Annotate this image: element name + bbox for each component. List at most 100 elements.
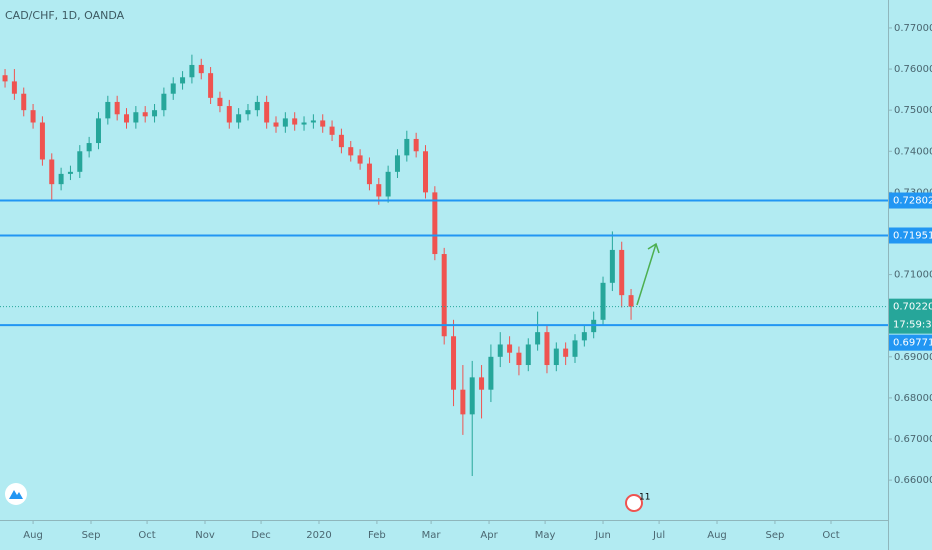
- candle-body: [348, 147, 354, 156]
- candle-body: [95, 118, 101, 144]
- candle-body: [124, 114, 130, 123]
- candle-body: [619, 249, 625, 296]
- candle-body: [161, 93, 167, 111]
- last-price-bg: [889, 298, 932, 334]
- candle-body: [338, 134, 344, 148]
- y-tick-label: 0.66000: [894, 475, 932, 486]
- candle-body: [488, 356, 494, 390]
- x-tick-label: Aug: [707, 530, 727, 541]
- x-tick-label: Jul: [652, 530, 665, 541]
- candle-body: [245, 110, 251, 115]
- candle-body: [357, 155, 363, 164]
- candle-body: [441, 254, 447, 337]
- level-label: 0.71951: [893, 231, 932, 242]
- candle-body: [217, 97, 223, 107]
- candle-body: [2, 75, 8, 82]
- x-tick-label: Sep: [766, 530, 785, 541]
- y-tick-label: 0.71000: [894, 270, 932, 281]
- candle-body: [572, 340, 578, 357]
- candle-body: [628, 295, 634, 307]
- candle-body: [451, 336, 457, 390]
- candle-body: [105, 101, 111, 119]
- logo-button[interactable]: [5, 483, 27, 505]
- candle-body: [404, 138, 410, 156]
- candle-body: [133, 112, 139, 123]
- x-tick-label: Sep: [82, 530, 101, 541]
- candle-body: [142, 112, 148, 117]
- level-label-bg: [889, 334, 932, 351]
- x-tick-label: Dec: [251, 530, 270, 541]
- candle-body: [460, 389, 466, 415]
- candle-body: [30, 110, 36, 123]
- candle-body: [432, 192, 438, 255]
- event-icon[interactable]: 11: [625, 493, 650, 512]
- y-tick-label: 0.69000: [894, 352, 932, 363]
- y-tick-label: 0.77000: [894, 23, 932, 34]
- candle-body: [376, 184, 382, 197]
- candle-body: [264, 101, 270, 123]
- x-tick-label: Apr: [480, 530, 498, 541]
- candle-body: [170, 83, 176, 94]
- candle-body: [180, 77, 186, 84]
- candle-body: [49, 159, 55, 185]
- candle-body: [67, 171, 73, 174]
- candle-body: [58, 173, 64, 185]
- candle-body: [507, 344, 513, 353]
- x-tick-label: Aug: [23, 530, 43, 541]
- x-tick-label: Oct: [822, 530, 839, 541]
- event-badge: 11: [639, 493, 650, 503]
- candle-body: [21, 93, 27, 111]
- y-tick-label: 0.74000: [894, 146, 932, 157]
- candle-body: [423, 151, 428, 193]
- y-tick-label: 0.67000: [894, 434, 932, 445]
- x-tick-label: May: [535, 530, 556, 541]
- level-label-bg: [889, 192, 932, 209]
- candle-body: [479, 377, 485, 390]
- projection-arrow: [636, 242, 660, 306]
- candle-body: [39, 122, 45, 160]
- candle-body: [600, 282, 606, 320]
- candle-body: [329, 126, 335, 135]
- y-tick-label: 0.76000: [894, 64, 932, 75]
- y-tick-label: 0.75000: [894, 105, 932, 116]
- level-label: 0.69771: [893, 338, 932, 349]
- candle-body: [394, 155, 400, 172]
- last-price-label: 0.70220: [893, 302, 932, 313]
- candle-body: [11, 81, 17, 94]
- candle-body: [198, 64, 204, 74]
- candle-body: [86, 143, 92, 152]
- candle-body: [282, 118, 288, 127]
- candle-body: [535, 332, 541, 345]
- candle-body: [366, 163, 372, 185]
- candle-body: [254, 101, 260, 111]
- x-tick-label: Feb: [368, 530, 386, 541]
- candle-body: [292, 118, 298, 125]
- level-label-bg: [889, 227, 932, 244]
- x-tick-label: Mar: [422, 530, 442, 541]
- level-label: 0.72802: [893, 196, 932, 207]
- chart-title: CAD/CHF, 1D, OANDA: [5, 9, 125, 22]
- candle-body: [114, 101, 120, 115]
- candle-body: [208, 73, 214, 98]
- candle-body: [469, 377, 475, 415]
- candle-body: [413, 138, 419, 152]
- candle-body: [320, 120, 326, 127]
- candle-body: [77, 151, 83, 172]
- candle-body: [609, 249, 615, 283]
- candle-body: [310, 120, 316, 123]
- candle-body: [236, 114, 242, 123]
- x-tick-label: Jun: [594, 530, 611, 541]
- candle-body: [273, 122, 279, 127]
- candle-body: [189, 64, 195, 78]
- candle-body: [544, 332, 550, 366]
- candle-body: [152, 110, 158, 117]
- x-tick-label: Oct: [138, 530, 155, 541]
- candle-body: [581, 332, 587, 341]
- candle-body: [553, 348, 559, 366]
- candle-body: [385, 171, 391, 197]
- y-tick-label: 0.68000: [894, 393, 932, 404]
- candle-body: [226, 106, 232, 123]
